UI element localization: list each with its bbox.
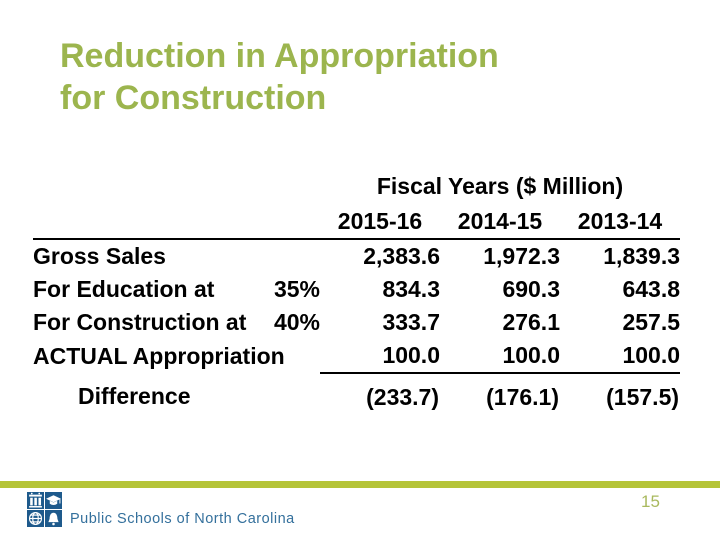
col-header-2015-16: 2015-16 [320,204,440,240]
table-row: Gross Sales 2,383.6 1,972.3 1,839.3 [33,239,680,273]
table-header-row: Fiscal Years ($ Million) [33,168,680,204]
col-header-2014-15: 2014-15 [440,204,560,240]
cell-value: 1,972.3 [483,243,560,269]
page-number: 15 [641,492,660,511]
table-row: For Education at 35% 834.3 690.3 643.8 [33,273,680,306]
cell-value: 100.0 [382,342,440,368]
row-label: ACTUAL Appropriation [33,342,285,369]
row-label: Gross Sales [33,243,166,269]
cell-value: 100.0 [502,342,560,368]
cell-value: (233.7) [320,372,440,417]
psnc-logo [27,492,63,528]
fiscal-years-table: Fiscal Years ($ Million) 2015-16 2014-15… [33,168,681,417]
table-row: ACTUAL Appropriation 100.0 100.0 100.0 [33,339,680,373]
cell-value: 834.3 [382,276,440,302]
cell-value: (157.5) [560,372,681,417]
row-label: For Education at [33,276,215,302]
graduation-cap-icon [45,492,62,509]
cell-value: 690.3 [502,276,560,302]
col-header-2013-14: 2013-14 [560,204,681,240]
title-line-2: for Construction [60,79,327,117]
page-title: Reduction in Appropriation for Constructi… [60,35,499,119]
cell-value: 1,839.3 [603,243,681,269]
cell-value: 257.5 [622,309,681,335]
row-percent: 40% [273,309,320,335]
cell-value: 643.8 [622,276,681,302]
cell-value: 333.7 [382,309,440,335]
globe-icon [27,510,44,527]
title-line-1: Reduction in Appropriation [60,37,499,75]
footer-divider [0,481,720,488]
year-header-row: 2015-16 2014-15 2013-14 [33,204,681,240]
table-title: Fiscal Years ($ Million) [376,172,624,199]
cell-value: 276.1 [502,309,560,335]
row-percent: 35% [273,276,320,302]
row-percent [265,239,320,273]
row-label: Difference [78,383,191,409]
row-label: For Construction at [33,309,247,335]
cell-value: (176.1) [440,372,560,417]
logo-text: Public Schools of North Carolina [70,511,295,527]
table-row-difference: Difference (233.7) (176.1) (157.5) [33,372,681,417]
cell-value: 100.0 [622,342,681,368]
columns-icon [27,492,44,509]
schoolhouse-icon [45,510,62,527]
cell-value: 2,383.6 [363,243,440,269]
table-row: For Construction at 40% 333.7 276.1 257.… [33,306,680,339]
